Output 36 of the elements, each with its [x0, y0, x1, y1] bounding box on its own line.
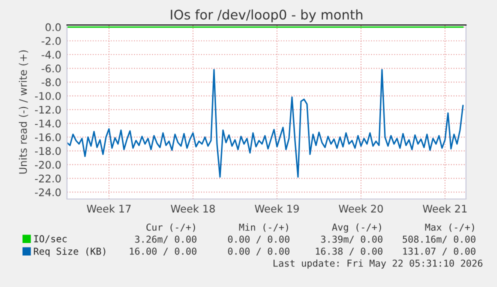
- text: 131.07 / 0.00: [403, 248, 476, 256]
- y-tick-label: -24.0: [35, 188, 61, 196]
- text: Avg (-/+): [332, 223, 382, 233]
- text: 0.00 / 0.00: [228, 236, 290, 244]
- y-tick-label: 0.0: [46, 23, 61, 32]
- y-tick-label: -2.0: [42, 37, 61, 45]
- y-tick-label: -22.0: [35, 174, 61, 182]
- y-tick-label: -6.0: [42, 64, 61, 72]
- text: 16.00 / 0.00: [130, 248, 196, 256]
- text: 3.26m/ 0.00: [135, 236, 196, 244]
- legend-label: IO/sec: [34, 235, 67, 244]
- y-tick-label: -18.0: [35, 147, 61, 155]
- x-tick-label: Week 21: [422, 204, 467, 213]
- text: Cur (-/+): [146, 223, 196, 232]
- text: 0.00 / 0.00: [228, 248, 290, 256]
- text: 508.16m/ 0.00: [402, 236, 476, 244]
- y-axis-title: Units read (-) / write (+): [18, 50, 28, 174]
- y-tick-label: -16.0: [35, 133, 61, 142]
- text: Min (-/+): [239, 223, 288, 232]
- x-tick-label: Week 19: [254, 204, 299, 213]
- y-tick-label: -8.0: [42, 78, 61, 86]
- x-tick-label: Week 18: [170, 204, 215, 213]
- y-tick-label: -4.0: [42, 50, 61, 59]
- text: 16.38 / 0.00: [316, 248, 382, 256]
- y-tick-label: -20.0: [35, 160, 61, 169]
- chart-title: IOs for /dev/loop0 - by month: [170, 9, 362, 22]
- legend-label: Req Size (KB): [34, 248, 106, 257]
- x-tick-label: Week 17: [86, 204, 131, 213]
- y-tick-label: -14.0: [35, 120, 61, 128]
- text: 3.39m/ 0.00: [321, 236, 382, 244]
- line-series: [67, 69, 464, 178]
- y-tick-label: -12.0: [35, 106, 61, 114]
- x-tick-label: Week 20: [338, 204, 383, 213]
- text: Last update: Fri May 22 05:31:10 2026: [274, 259, 482, 269]
- text: Max (-/+): [425, 223, 474, 232]
- y-tick-label: -10.0: [35, 92, 61, 100]
